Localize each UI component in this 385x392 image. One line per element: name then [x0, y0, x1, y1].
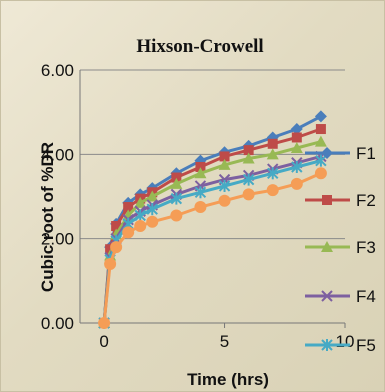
legend-swatch-marker	[321, 339, 333, 351]
y-tick-labels: 0.00 2.00 4.00 6.00	[41, 61, 74, 333]
data-point	[194, 167, 207, 179]
data-point	[194, 186, 207, 199]
data-point	[122, 226, 135, 239]
data-point	[266, 148, 279, 160]
y-axis-label: Cubic root of %DR	[38, 142, 57, 292]
series-f2	[99, 124, 326, 328]
data-point	[267, 138, 278, 149]
data-point	[314, 110, 327, 123]
legend: F1 F2 F3 F4 F5	[305, 144, 376, 355]
series-f4	[98, 150, 327, 329]
data-point	[98, 317, 111, 329]
x-tick-label: 10	[336, 332, 355, 351]
data-point	[315, 124, 326, 135]
data-point	[134, 209, 146, 222]
legend-item-f3: F3	[305, 238, 376, 257]
data-point	[291, 160, 303, 173]
legend-label: F1	[356, 144, 376, 163]
x-axis-label: Time (hrs)	[187, 370, 269, 389]
data-point	[110, 241, 123, 254]
data-point	[242, 173, 255, 186]
gridlines	[80, 69, 345, 324]
legend-label: F5	[356, 336, 376, 355]
data-point	[243, 145, 254, 156]
data-point	[218, 194, 231, 207]
x-tick-label: 5	[220, 332, 229, 351]
data-point	[195, 161, 206, 172]
data-point	[290, 123, 303, 136]
legend-label: F4	[356, 287, 376, 306]
chart-title: Hixson-Crowell	[136, 36, 263, 57]
data-point	[171, 172, 182, 183]
legend-swatch-marker	[321, 241, 333, 252]
data-point	[219, 151, 230, 162]
data-point	[170, 209, 183, 222]
data-point	[170, 192, 183, 205]
y-tick-label: 0.00	[41, 314, 74, 333]
legend-swatch-marker	[322, 195, 332, 205]
data-point	[290, 177, 303, 190]
data-point	[242, 188, 255, 201]
data-point	[146, 190, 159, 202]
x-tick-labels: 0 5 10	[99, 332, 354, 351]
data-point	[242, 152, 255, 164]
data-point	[291, 132, 302, 143]
legend-item-f4: F4	[305, 287, 376, 306]
series-group	[98, 110, 327, 329]
data-point	[104, 257, 117, 270]
legend-label: F2	[356, 191, 376, 210]
data-point	[111, 221, 122, 232]
y-tick-label: 4.00	[41, 145, 74, 164]
data-point	[315, 154, 327, 167]
legend-item-f1: F1	[305, 144, 376, 163]
data-point	[267, 167, 279, 180]
data-point	[314, 167, 327, 180]
data-point	[194, 201, 207, 214]
data-point	[170, 177, 183, 189]
data-point	[105, 244, 116, 255]
marker-x-stroke	[321, 290, 333, 302]
y-tick-label: 2.00	[41, 230, 74, 249]
legend-item-f5: F5	[305, 336, 376, 355]
legend-label: F3	[356, 238, 376, 257]
series-line	[102, 154, 322, 324]
data-point	[218, 158, 231, 170]
data-point	[218, 179, 231, 192]
data-point	[146, 203, 158, 216]
data-point	[290, 142, 303, 154]
x-tick-label: 0	[99, 332, 108, 351]
data-point	[146, 215, 159, 228]
data-point	[134, 220, 147, 233]
data-point	[314, 135, 327, 147]
legend-swatch-marker	[321, 147, 333, 159]
y-tick-label: 6.00	[41, 61, 74, 80]
legend-item-f2: F2	[305, 191, 376, 210]
series-unlabeled-5	[98, 167, 327, 329]
data-point	[266, 184, 279, 197]
data-point	[123, 202, 134, 213]
legend-swatch-marker	[321, 290, 333, 302]
data-point	[134, 196, 147, 208]
